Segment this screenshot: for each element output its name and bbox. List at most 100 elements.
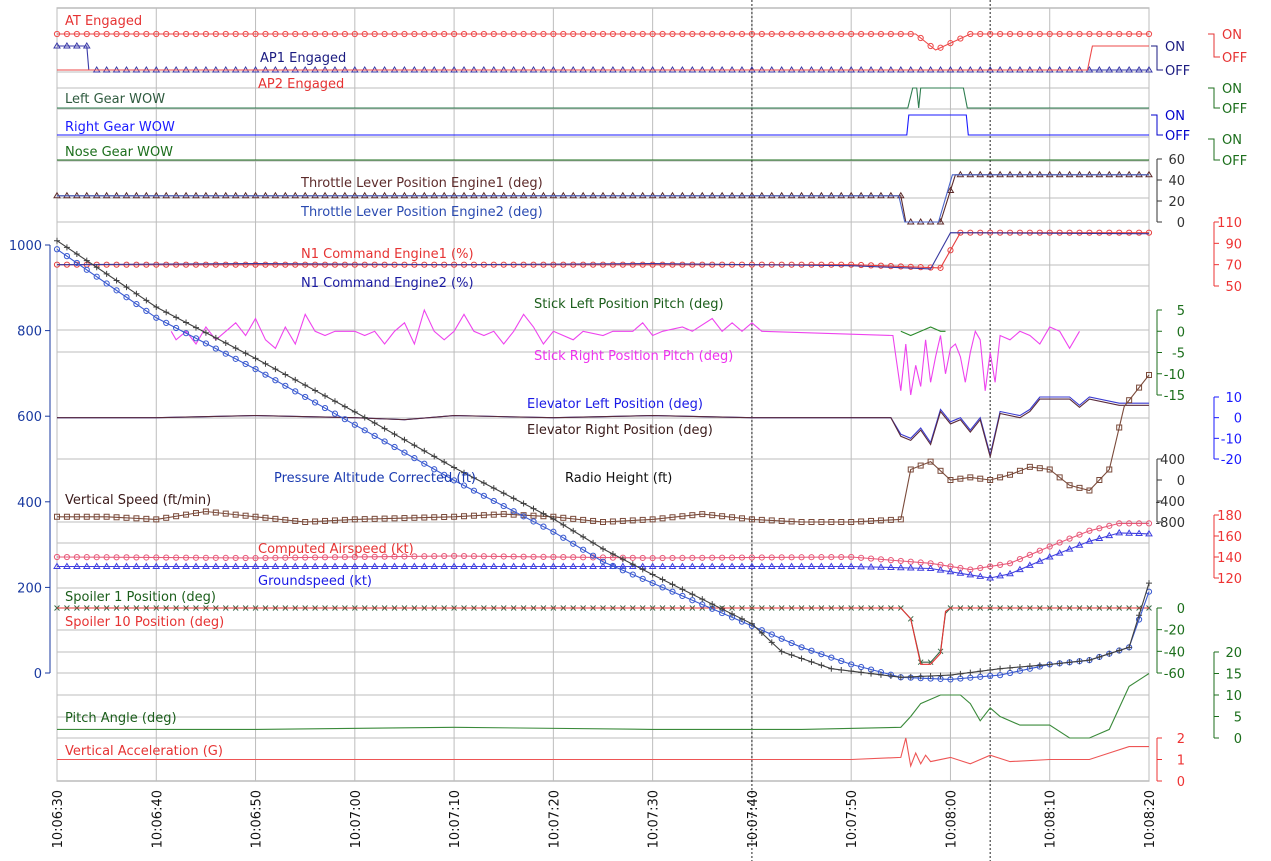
radio-height-ft-point	[322, 392, 329, 399]
right-axis-tick-label: -20	[1164, 624, 1185, 639]
left-axis-tick-label: 0	[34, 667, 42, 682]
vertical-speed-ft-min-point	[123, 514, 130, 521]
vertical-speed-ft-min-point	[252, 513, 259, 520]
computed-airspeed-kt-point	[550, 553, 557, 561]
throttle-lever-position-engine1-deg-point	[946, 186, 955, 193]
groundspeed-kt-point	[271, 562, 280, 569]
groundspeed-kt-point	[172, 562, 181, 569]
n1-command-engine1-point	[877, 262, 885, 269]
computed-airspeed-kt-point	[341, 554, 348, 561]
radio-height-ft-point	[292, 376, 299, 383]
n1-command-engine1-point	[173, 261, 180, 268]
right-gear-wow-label: Right Gear WOW	[65, 120, 175, 135]
vertical-speed-ft-min-point	[619, 517, 626, 524]
vertical-speed-ft-min-point	[858, 518, 865, 525]
vertical-speed-ft-min-point	[361, 516, 368, 523]
pressure-altitude-corrected-ft-point	[460, 482, 468, 489]
computed-airspeed-kt-point	[252, 554, 259, 562]
pressure-altitude-corrected-ft-point	[292, 388, 299, 395]
at-engaged-point	[173, 30, 180, 38]
at-engaged-point	[649, 30, 656, 38]
pressure-altitude-corrected-ft-point	[808, 647, 815, 654]
radio-height-ft-point	[550, 515, 557, 522]
computed-airspeed-kt-point	[877, 556, 885, 563]
computed-airspeed-kt-point	[798, 554, 805, 561]
computed-airspeed-kt-point	[709, 554, 716, 561]
groundspeed-kt-point	[966, 570, 975, 578]
computed-airspeed-kt-point	[381, 553, 388, 560]
at-engaged-point	[351, 30, 358, 38]
vertical-speed-ft-min-point	[312, 518, 319, 525]
at-engaged-point	[262, 30, 269, 38]
groundspeed-kt-point	[817, 562, 826, 569]
radio-height-ft-point	[560, 521, 567, 528]
right-axis-tick-label: 0	[1234, 412, 1242, 427]
vertical-acceleration-g-line	[57, 737, 1149, 769]
radio-height-ft-point	[500, 490, 507, 497]
pressure-altitude-corrected-ft-point	[470, 487, 478, 494]
vertical-speed-ft-min-point	[143, 515, 150, 522]
pressure-altitude-corrected-ft-point	[838, 657, 845, 665]
n1-command-engine1-point	[580, 261, 587, 268]
vertical-speed-ft-min-point	[1136, 384, 1143, 391]
vertical-speed-ft-min-point	[1066, 482, 1073, 489]
groundspeed-kt-point	[688, 562, 697, 569]
radio-height-ft-point	[381, 425, 388, 432]
at-engaged-point	[580, 30, 587, 38]
radio-height-ft-point	[1086, 657, 1093, 664]
n1-command-engine1-point	[272, 261, 279, 268]
pressure-altitude-corrected-ft-point	[649, 580, 656, 587]
right-axis-tick-label: 0	[1177, 602, 1185, 617]
groundspeed-kt-point	[678, 562, 687, 569]
right-axis-tick-label: -5	[1172, 347, 1185, 362]
vertical-speed-ft-min-point	[580, 516, 587, 523]
groundspeed-kt-point	[1006, 569, 1014, 577]
groundspeed-kt-point	[1145, 529, 1153, 537]
throttle-lever-position-engine1-deg-label: Throttle Lever Position Engine1 (deg)	[300, 176, 543, 191]
radio-height-ft-point	[887, 673, 894, 680]
at-engaged-point	[123, 30, 130, 38]
vertical-speed-ft-min-point	[848, 519, 855, 525]
pressure-altitude-corrected-ft-point	[123, 294, 130, 301]
vertical-speed-ft-min-point	[798, 519, 805, 525]
ap1-engaged-point	[1125, 66, 1134, 73]
computed-airspeed-kt-point	[242, 554, 249, 562]
vertical-speed-ft-min-point	[709, 512, 716, 519]
computed-airspeed-kt-point	[73, 554, 80, 561]
computed-airspeed-kt-point	[421, 553, 428, 560]
at-engaged-point	[858, 30, 865, 38]
n1-command-engine1-point	[669, 261, 676, 268]
computed-airspeed-kt-point	[659, 554, 666, 562]
vertical-speed-ft-min-point	[83, 513, 90, 520]
pressure-altitude-corrected-ft-point	[103, 280, 110, 287]
computed-airspeed-kt-point	[321, 554, 329, 561]
pressure-altitude-corrected-ft-label: Pressure Altitude Corrected (ft)	[274, 471, 476, 486]
at-engaged-point	[659, 30, 666, 38]
radio-height-ft-point	[1136, 612, 1143, 619]
radio-height-ft-point	[312, 387, 319, 394]
n1-command-engine1-point	[1126, 229, 1133, 236]
at-engaged-point	[768, 30, 775, 38]
radio-height-ft-point	[709, 601, 716, 608]
right-axis-tick-label: 0	[1177, 216, 1185, 231]
n1-command-engine1-point	[192, 261, 200, 268]
right-axis-8: 0 -20 -40 -60	[1156, 602, 1185, 682]
onoff-axis: ON OFF	[1208, 28, 1247, 66]
groundspeed-kt-point	[539, 562, 548, 569]
off-label: OFF	[1222, 51, 1247, 66]
at-engaged-point	[629, 30, 636, 38]
groundspeed-kt-point	[529, 562, 538, 569]
groundspeed-kt-point	[926, 564, 935, 572]
right-axis-tick-label: 60	[1168, 153, 1185, 168]
right-axis-tick-label: -15	[1164, 389, 1185, 404]
n1-command-engine1-point	[808, 261, 815, 268]
at-engaged-point	[1066, 30, 1073, 38]
computed-airspeed-kt-point	[103, 554, 110, 561]
n1-command-engine1-point	[848, 261, 855, 268]
vertical-speed-ft-min-point	[887, 516, 894, 523]
right-axis-tick-label: 90	[1225, 237, 1242, 252]
computed-airspeed-kt-point	[1135, 520, 1143, 527]
radio-height-ft-point	[947, 672, 954, 679]
groundspeed-kt-point	[132, 562, 141, 569]
at-engaged-point	[302, 30, 309, 38]
